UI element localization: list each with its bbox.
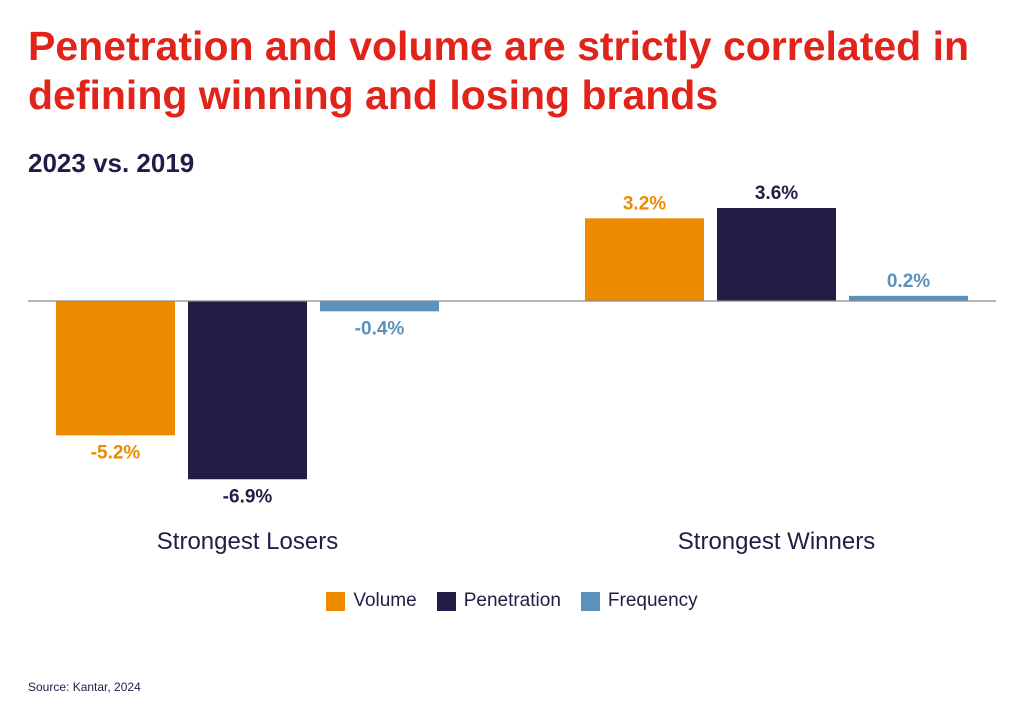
legend-label-volume: Volume xyxy=(353,590,417,611)
legend: Volume Penetration Frequency xyxy=(0,590,1024,612)
data-label-frequency-strongest-losers: -0.4% xyxy=(355,318,405,339)
chart-subtitle: 2023 vs. 2019 xyxy=(28,148,195,178)
data-label-frequency-strongest-winners: 0.2% xyxy=(887,271,930,292)
data-label-penetration-strongest-winners: 3.6% xyxy=(755,183,798,204)
bar-frequency-strongest-winners xyxy=(849,295,968,301)
data-label-volume-strongest-losers: -5.2% xyxy=(91,442,141,463)
legend-item-penetration: Penetration xyxy=(436,590,561,612)
legend-item-frequency: Frequency xyxy=(580,590,698,612)
data-label-volume-strongest-winners: 3.2% xyxy=(623,193,666,214)
legend-label-penetration: Penetration xyxy=(463,590,561,611)
data-label-penetration-strongest-losers: -6.9% xyxy=(223,486,273,507)
legend-item-volume: Volume xyxy=(326,590,417,612)
bar-volume-strongest-winners xyxy=(585,218,704,301)
legend-label-frequency: Frequency xyxy=(607,590,698,611)
legend-swatch-volume xyxy=(326,591,346,611)
bar-penetration-strongest-winners xyxy=(717,208,836,301)
source-note: Source: Kantar, 2024 xyxy=(28,680,141,694)
legend-swatch-frequency xyxy=(580,591,600,611)
category-label-strongest-winners: Strongest Winners xyxy=(678,528,875,555)
legend-swatch-penetration xyxy=(436,591,456,611)
bar-penetration-strongest-losers xyxy=(188,301,307,480)
bar-volume-strongest-losers xyxy=(56,301,175,436)
category-label-strongest-losers: Strongest Losers xyxy=(157,528,338,555)
bar-chart: -5.2% -6.9% -0.4% Strongest Losers 3.2% 3.6% 0… xyxy=(28,183,996,555)
bar-frequency-strongest-losers xyxy=(320,301,439,312)
chart-title: Penetration and volume are strictly corr… xyxy=(28,23,970,118)
